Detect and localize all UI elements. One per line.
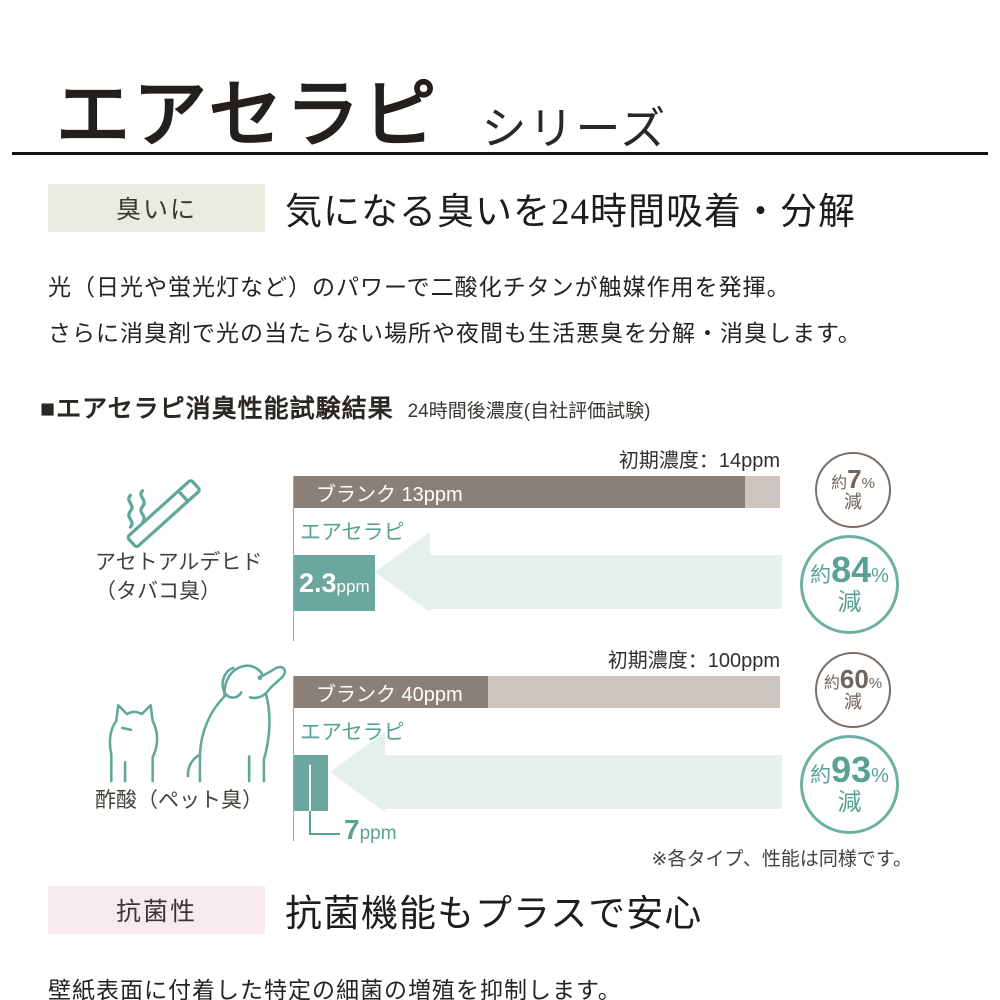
chart1-blank-reduction-line1: 約 7%	[831, 466, 875, 492]
chart2-arrow-icon	[330, 732, 385, 812]
reduction-suffix: 減	[837, 788, 862, 816]
chart1-initial-concentration: 初期濃度：14ppm	[618, 450, 780, 472]
deodorizing-charts: 初期濃度：14ppm ブランク 13ppm エアセラピ 2.3 ppm アセトア	[0, 438, 1000, 873]
reduction-percent: %	[868, 675, 883, 693]
chart2-callout-line-upper	[309, 765, 311, 811]
chart2-axis-line	[293, 676, 294, 841]
reduction-prefix: 約	[831, 475, 848, 493]
odor-body-text: 光（日光や蛍光灯など）のパワーで二酸化チタンが触媒作用を発揮。 さらに消臭剤で光…	[48, 265, 1000, 357]
chart2-airtherapy-reduction-badge: 約 93% 減	[800, 735, 899, 834]
odor-body-line2: さらに消臭剤で光の当たらない場所や夜間も生活悪臭を分解・消臭します。	[48, 321, 862, 346]
reduction-percent: %	[871, 764, 889, 787]
chart2-blank-reduction-line1: 約 60%	[824, 666, 882, 692]
test-results-title: ■エアセラピ消臭性能試験結果	[40, 395, 394, 423]
header: エアセラピ シリーズ	[12, 0, 988, 155]
chart1-category-line2: （タバコ臭）	[95, 580, 221, 603]
reduction-percent: %	[871, 564, 889, 587]
chart2-category-label: 酢酸（ペット臭）	[95, 786, 263, 815]
chart1-category-label: アセトアルデヒド （タバコ臭）	[95, 548, 262, 606]
chart1-axis-line	[293, 476, 294, 641]
odor-heading: 気になる臭いを24時間吸着・分解	[285, 192, 856, 233]
reduction-value: 60	[839, 664, 869, 695]
reduction-value: 7	[847, 464, 862, 495]
chart2-initial-concentration: 初期濃度：100ppm	[607, 650, 780, 672]
chart2-airtherapy-bar	[294, 755, 328, 811]
reduction-suffix: 減	[837, 588, 862, 616]
chart2-callout-line-lower	[309, 811, 311, 835]
chart1-arrow-icon	[375, 532, 430, 612]
chart1-airtherapy-value: 2.3	[299, 568, 337, 598]
chart1-airtherapy-unit: ppm	[336, 577, 370, 596]
chart1-arrow-body	[430, 555, 782, 609]
reduction-prefix: 約	[823, 675, 840, 693]
reduction-percent: %	[861, 475, 875, 493]
chart1-blank-bar-remainder	[745, 476, 780, 508]
odor-tag: 臭いに	[48, 184, 265, 232]
reduction-suffix: 減	[844, 492, 862, 513]
chart1-blank-bar-label: ブランク 13ppm	[316, 483, 463, 506]
reduction-suffix: 減	[844, 692, 862, 713]
chart1-blank-bar: ブランク 13ppm	[294, 476, 745, 508]
chart2-blank-bar: ブランク 40ppm	[294, 676, 488, 708]
chart2-blank-bar-remainder	[488, 676, 780, 708]
chart1-airtherapy-bar: 2.3 ppm	[294, 555, 375, 611]
chart2-airtherapy-value: 7	[344, 814, 360, 845]
chart1-category-line1: アセトアルデヒド	[95, 551, 263, 574]
antibacterial-section-header: 抗菌性 抗菌機能もプラスで安心	[48, 883, 1000, 937]
chart2-airtherapy-reduction-line1: 約 93%	[810, 748, 889, 790]
antibacterial-heading: 抗菌機能もプラスで安心	[285, 894, 703, 935]
reduction-value: 84	[831, 548, 872, 590]
chart2-callout-line-horizontal	[309, 833, 340, 835]
test-results-subtitle: 24時間後濃度(自社評価試験)	[407, 401, 651, 422]
antibacterial-tag: 抗菌性	[48, 886, 265, 934]
reduction-prefix: 約	[810, 563, 832, 587]
chart2-blank-bar-label: ブランク 40ppm	[316, 683, 463, 706]
page-title: エアセラピ	[56, 73, 440, 156]
page-subtitle: シリーズ	[481, 102, 668, 154]
chart1-airtherapy-reduction-badge: 約 84% 減	[800, 535, 899, 634]
chart2-arrow-body	[385, 755, 782, 809]
odor-body-line1: 光（日光や蛍光灯など）のパワーで二酸化チタンが触媒作用を発揮。	[48, 275, 791, 300]
chart1-airtherapy-reduction-line1: 約 84%	[810, 548, 889, 590]
chart2-airtherapy-unit: ppm	[359, 823, 397, 844]
cigarette-icon	[126, 479, 201, 549]
reduction-value: 93	[831, 748, 872, 790]
chart1-blank-reduction-badge: 約 7% 減	[815, 452, 891, 528]
antibacterial-body-text: 壁紙表面に付着した特定の細菌の増殖を抑制します。	[48, 978, 622, 1000]
chart2-blank-reduction-badge: 約 60% 減	[815, 652, 891, 728]
dog-cat-icon	[108, 664, 287, 783]
test-results-header: ■エアセラピ消臭性能試験結果 24時間後濃度(自社評価試験)	[40, 389, 1000, 425]
chart2-category-line1: 酢酸（ペット臭）	[95, 789, 263, 812]
chart2-airtherapy-value-callout: 7 ppm	[344, 814, 397, 846]
reduction-prefix: 約	[810, 763, 832, 787]
charts-note: ※各タイプ、性能は同様です。	[651, 849, 912, 870]
odor-section-header: 臭いに 気になる臭いを24時間吸着・分解	[48, 181, 1000, 235]
